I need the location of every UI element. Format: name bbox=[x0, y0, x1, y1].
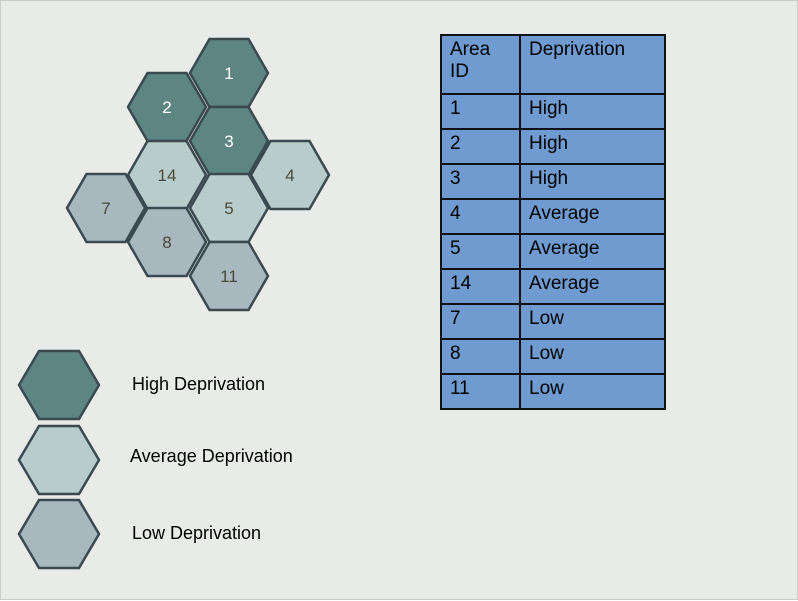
table-row: 4 Average bbox=[440, 198, 666, 235]
table-row: 8 Low bbox=[440, 338, 666, 375]
hex-area-label: 2 bbox=[162, 98, 171, 117]
hex-area-label: 5 bbox=[224, 199, 233, 218]
cell-area-id: 1 bbox=[440, 93, 521, 130]
hex-area-label: 3 bbox=[224, 132, 233, 151]
hex-area-label: 11 bbox=[220, 267, 238, 286]
cell-deprivation: Low bbox=[519, 338, 666, 375]
table-row: 3 High bbox=[440, 163, 666, 200]
table-header-row: Area ID Deprivation bbox=[440, 34, 666, 95]
hex-area-label: 8 bbox=[162, 233, 171, 252]
hex-shape bbox=[249, 139, 331, 211]
cell-deprivation: Average bbox=[519, 198, 666, 235]
table-row: 5 Average bbox=[440, 233, 666, 270]
legend-swatch-high bbox=[17, 349, 101, 421]
legend-swatch-low bbox=[17, 498, 101, 570]
cell-deprivation: Low bbox=[519, 373, 666, 410]
cell-area-id: 8 bbox=[440, 338, 521, 375]
cell-deprivation: Average bbox=[519, 268, 666, 305]
hex-area-7: 7 bbox=[65, 172, 147, 244]
header-area-id: Area ID bbox=[440, 34, 521, 95]
cell-area-id: 3 bbox=[440, 163, 521, 200]
cell-deprivation: High bbox=[519, 163, 666, 200]
legend-label-low: Low Deprivation bbox=[132, 523, 262, 543]
header-deprivation: Deprivation bbox=[519, 34, 666, 95]
table-row: 14 Average bbox=[440, 268, 666, 305]
table-row: 2 High bbox=[440, 128, 666, 165]
hex-area-8: 8 bbox=[126, 206, 208, 278]
hex-area-14: 14 bbox=[126, 139, 208, 211]
cell-deprivation: High bbox=[519, 93, 666, 130]
cell-area-id: 5 bbox=[440, 233, 521, 270]
table-row: 1 High bbox=[440, 93, 666, 130]
cell-area-id: 11 bbox=[440, 373, 521, 410]
cell-deprivation: Low bbox=[519, 303, 666, 340]
hex-area-label: 4 bbox=[285, 166, 294, 185]
table-row: 11 Low bbox=[440, 373, 666, 410]
hex-shape bbox=[65, 172, 147, 244]
hex-shape bbox=[188, 240, 270, 312]
cell-area-id: 2 bbox=[440, 128, 521, 165]
table-row: 7 Low bbox=[440, 303, 666, 340]
hex-area-4: 4 bbox=[249, 139, 331, 211]
legend-label-average: Average Deprivation bbox=[130, 446, 293, 466]
hex-area-label: 14 bbox=[158, 166, 177, 185]
hex-area-label: 7 bbox=[101, 199, 110, 218]
legend-label-high: High Deprivation bbox=[132, 374, 266, 394]
cell-area-id: 4 bbox=[440, 198, 521, 235]
cell-deprivation: Average bbox=[519, 233, 666, 270]
cell-area-id: 14 bbox=[440, 268, 521, 305]
hex-shape bbox=[126, 206, 208, 278]
hex-area-label: 1 bbox=[224, 64, 233, 83]
cell-area-id: 7 bbox=[440, 303, 521, 340]
hex-area-11: 11 bbox=[188, 240, 270, 312]
cell-deprivation: High bbox=[519, 128, 666, 165]
legend-swatch-average bbox=[17, 424, 101, 496]
